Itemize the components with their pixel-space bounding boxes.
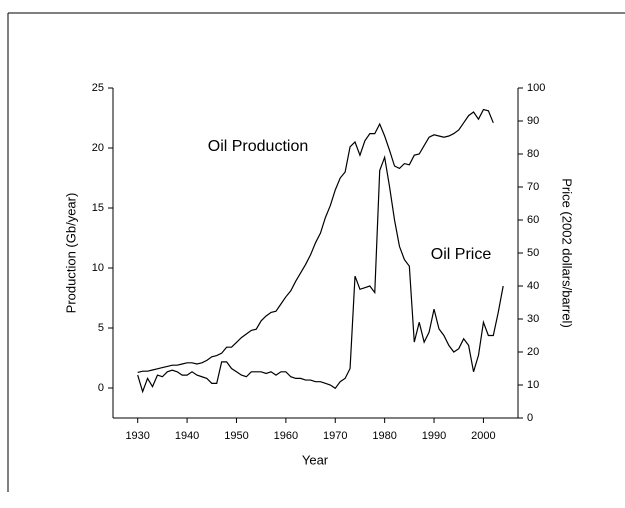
y-tick-label: 5 <box>98 322 104 334</box>
x-tick-label: 1990 <box>422 430 446 442</box>
y2-tick-label: 100 <box>527 82 545 94</box>
y-tick-label: 0 <box>98 382 104 394</box>
y-tick-label: 25 <box>92 82 104 94</box>
x-axis-label: Year <box>302 452 329 467</box>
y-tick-label: 15 <box>92 202 104 214</box>
y2-tick-label: 80 <box>527 148 539 160</box>
series-line <box>137 108 494 373</box>
y2-tick-label: 50 <box>527 247 539 259</box>
y2-tick-label: 90 <box>527 115 539 127</box>
y2-tick-label: 30 <box>527 313 539 325</box>
x-tick-label: 1960 <box>274 430 298 442</box>
y-axis-label: Production (Gb/year) <box>63 193 78 314</box>
y2-tick-label: 10 <box>527 379 539 391</box>
annotation: Oil Production <box>208 138 309 155</box>
y2-tick-label: 20 <box>527 346 539 358</box>
x-tick-label: 1940 <box>175 430 199 442</box>
x-tick-label: 1970 <box>323 430 347 442</box>
y2-tick-label: 40 <box>527 280 539 292</box>
x-tick-label: 1980 <box>372 430 396 442</box>
y-tick-label: 10 <box>92 262 104 274</box>
y2-tick-label: 0 <box>527 412 533 424</box>
x-tick-label: 1930 <box>125 430 149 442</box>
y2-axis-label: Price (2002 dollars/barrel) <box>560 178 575 328</box>
y2-tick-label: 60 <box>527 214 539 226</box>
series-line <box>137 154 504 394</box>
x-tick-label: 1950 <box>224 430 248 442</box>
y2-tick-label: 70 <box>527 181 539 193</box>
x-tick-label: 2000 <box>471 430 495 442</box>
annotation: Oil Price <box>431 246 492 263</box>
y-tick-label: 20 <box>92 142 104 154</box>
